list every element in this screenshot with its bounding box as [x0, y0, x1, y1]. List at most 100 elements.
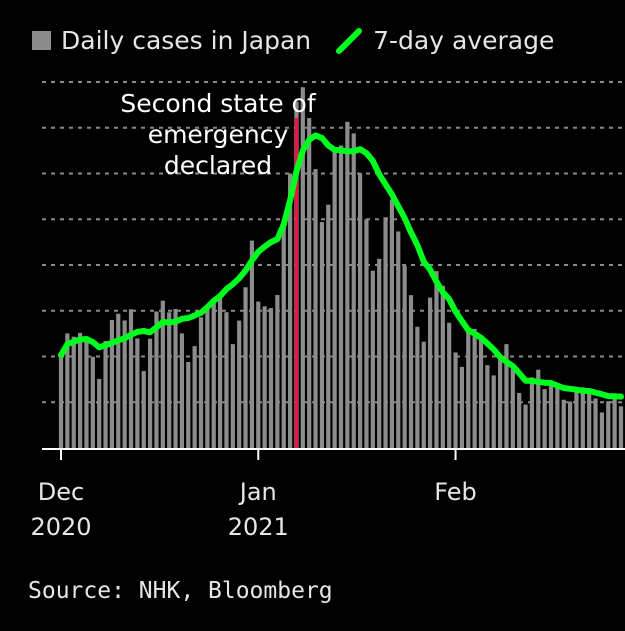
- bar: [230, 344, 235, 448]
- annotation-line-2: emergency: [147, 120, 289, 149]
- bar: [217, 297, 223, 448]
- bar: [599, 412, 605, 448]
- bar: [587, 390, 592, 448]
- bar: [606, 401, 611, 448]
- bar: [561, 399, 566, 448]
- bar-series-daily-cases: [58, 87, 624, 449]
- bar: [160, 300, 165, 448]
- bar: [523, 404, 528, 448]
- bar: [357, 173, 363, 448]
- emergency-annotation: Second state of emergency declared: [100, 88, 336, 181]
- bar: [396, 231, 401, 448]
- x-tick-label: 2021: [228, 513, 289, 541]
- annotation-line-3: declared: [163, 151, 273, 180]
- bar: [415, 326, 420, 448]
- bar: [364, 219, 369, 448]
- bar: [313, 169, 318, 448]
- bar: [491, 375, 496, 448]
- bar: [116, 313, 121, 448]
- bar: [205, 305, 210, 448]
- line-series-7day-average: [58, 132, 624, 400]
- bar: [510, 366, 515, 448]
- bar: [466, 331, 471, 448]
- bar: [275, 295, 280, 448]
- bar: [434, 271, 439, 448]
- bar: [504, 344, 509, 448]
- bar: [421, 341, 426, 448]
- bar: [485, 365, 490, 448]
- bar: [128, 309, 134, 448]
- legend-line-swatch: [336, 27, 363, 54]
- legend-bar-swatch: [32, 31, 51, 50]
- x-tick-label: Feb: [434, 478, 477, 506]
- source-note: Source: NHK, Bloomberg: [28, 578, 333, 604]
- legend-bars-label: Daily cases in Japan: [61, 26, 312, 55]
- bar: [408, 295, 414, 448]
- bar: [440, 285, 445, 448]
- bar: [281, 221, 286, 448]
- bar: [580, 387, 585, 448]
- legend: Daily cases in Japan 7-day average: [32, 26, 554, 55]
- bar: [237, 320, 242, 448]
- bar: [122, 320, 127, 448]
- bar: [453, 352, 458, 448]
- bar: [574, 388, 579, 448]
- bar: [167, 312, 172, 448]
- bar: [517, 392, 522, 448]
- bar: [618, 406, 624, 448]
- bar: [135, 338, 140, 448]
- bar: [179, 333, 185, 448]
- bar: [173, 309, 178, 448]
- x-axis: Dec 2020 Jan 2021 Feb: [30, 448, 625, 541]
- bar: [478, 339, 484, 448]
- bar: [262, 306, 267, 448]
- bar: [198, 317, 204, 448]
- bar: [459, 366, 465, 448]
- bar: [402, 265, 407, 448]
- bar: [268, 308, 274, 448]
- bar: [319, 222, 325, 448]
- bar: [256, 301, 261, 448]
- bar: [300, 87, 305, 448]
- bar: [186, 361, 191, 448]
- bar: [345, 121, 350, 449]
- annotation-line-1: Second state of: [120, 89, 316, 118]
- bar: [192, 346, 197, 448]
- bar: [472, 328, 477, 448]
- bar: [71, 336, 76, 448]
- bar: [338, 145, 344, 448]
- bar: [249, 240, 255, 448]
- bar: [287, 173, 293, 448]
- bar: [97, 378, 102, 448]
- legend-line-label: 7-day average: [373, 26, 555, 55]
- bar: [307, 118, 312, 449]
- bar: [65, 333, 70, 448]
- bar: [567, 401, 573, 448]
- bar: [141, 371, 146, 448]
- average-line: [58, 132, 624, 400]
- bar: [383, 217, 388, 448]
- x-tick-label: Dec: [38, 478, 84, 506]
- x-tick-label: 2020: [30, 513, 91, 541]
- bar: [447, 322, 452, 448]
- x-tick-label: Jan: [238, 478, 277, 506]
- bar: [332, 149, 337, 448]
- bar: [224, 312, 229, 448]
- bar: [593, 398, 598, 448]
- bar: [389, 199, 395, 448]
- bar: [243, 287, 248, 448]
- bar: [326, 204, 331, 448]
- bar: [612, 393, 617, 448]
- bar: [77, 332, 83, 448]
- bar: [542, 389, 547, 448]
- bar: [497, 357, 503, 448]
- bar: [154, 311, 159, 448]
- bar: [58, 355, 64, 448]
- bar: [555, 387, 560, 448]
- bar: [529, 377, 535, 448]
- bar: [109, 320, 115, 448]
- bar: [548, 385, 554, 448]
- bar: [211, 298, 216, 448]
- bar: [90, 356, 95, 448]
